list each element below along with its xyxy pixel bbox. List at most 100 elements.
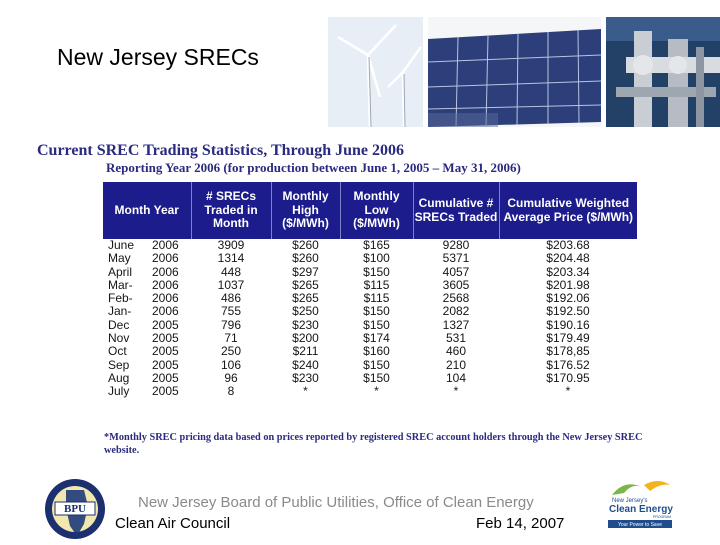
cell-month: Aug — [108, 370, 130, 385]
ce-logo-tagline: Your Power to Save — [618, 522, 662, 528]
cell-monthly-high: $240 — [292, 357, 319, 372]
cell-monthly-high: $250 — [292, 304, 319, 319]
cell-year: 2006 — [152, 304, 179, 319]
cell-month-year: April 2006 — [103, 264, 191, 279]
srec-stats-table: Month Year # SRECs Traded in Month Month… — [103, 182, 637, 399]
cell-weighted-average: $190.16 — [546, 317, 590, 332]
cell-monthly-low: * — [374, 384, 379, 399]
bpu-logo-text: BPU — [64, 503, 86, 515]
cell-monthly-low: $165 — [363, 238, 390, 252]
cell-month: June — [108, 238, 135, 252]
cell-monthly-high: $265 — [292, 291, 319, 306]
cell-year: 2006 — [152, 251, 179, 266]
cell-srecs-traded: 71 — [224, 331, 238, 346]
table-row: May 2006 1314 $260 $100 5371 $204.48 — [103, 251, 637, 266]
srec-table-body: June 2006 3909 $260 $165 9280 $203.68 May 2006 13… — [103, 238, 637, 399]
table-row: June 2006 3909 $260 $165 9280 $203.68 — [103, 238, 637, 252]
cell-month-year: Mar- 2006 — [103, 277, 191, 292]
cell-srecs-traded: 486 — [220, 291, 242, 306]
cell-month: Jan- — [108, 304, 132, 319]
cell-year: 2006 — [152, 238, 179, 252]
table-row: Oct 2005 250 $211 $160 460 $178,85 — [103, 344, 637, 359]
col-header-monthly-high: Monthly High ($/MWh) — [271, 182, 341, 239]
col-header-monthly-low: Monthly Low ($/MWh) — [340, 182, 414, 239]
cell-monthly-high: $265 — [292, 277, 319, 292]
ce-logo-line1: New Jersey's — [612, 498, 648, 504]
cell-srecs-traded: 96 — [224, 370, 238, 385]
cell-cumulative-srecs: 2568 — [442, 291, 470, 306]
cell-month-year: June 2006 — [103, 238, 191, 252]
table-row: Feb- 2006 486 $265 $115 2568 $192.06 — [103, 291, 637, 306]
table-row: Aug 2005 96 $230 $150 104 $170.95 — [103, 370, 637, 385]
cell-monthly-high: $230 — [292, 370, 319, 385]
cell-monthly-low: $150 — [363, 370, 390, 385]
cell-year: 2006 — [152, 264, 179, 279]
col-header-month-year: Month Year — [103, 182, 192, 239]
cell-monthly-low: $115 — [363, 277, 390, 292]
cell-year: 2006 — [152, 291, 179, 306]
cell-weighted-average: $203.34 — [546, 264, 590, 279]
footnote: *Monthly SREC pricing data based on pric… — [104, 432, 643, 456]
cell-weighted-average: * — [565, 384, 571, 399]
cell-cumulative-srecs: 9280 — [442, 238, 470, 252]
cell-cumulative-srecs: 2082 — [442, 304, 470, 319]
cell-month: July — [108, 384, 130, 399]
clean-energy-logo: New Jersey's Clean Energy PROGRAM Your P… — [604, 475, 676, 531]
cell-weighted-average: $201.98 — [546, 277, 590, 292]
table-row: Mar- 2006 1037 $265 $115 3605 $201.98 — [103, 277, 637, 292]
cell-month-year: Dec 2005 — [103, 318, 191, 332]
ce-logo-line3: PROGRAM — [653, 515, 671, 519]
cell-month-year: Jan- 2006 — [103, 304, 191, 319]
cell-cumulative-srecs: 4057 — [442, 264, 470, 279]
table-row: Dec 2005 796 $230 $150 1327 $190.16 — [103, 317, 637, 332]
table-header-row: Month Year # SRECs Traded in Month Month… — [103, 182, 637, 239]
slide-title: New Jersey SRECs — [57, 44, 259, 70]
cell-srecs-traded: 1314 — [217, 251, 245, 266]
cell-weighted-average: $179.49 — [546, 331, 590, 346]
footer-presenter: Clean Air Council — [115, 515, 231, 532]
cell-monthly-low: $115 — [363, 291, 390, 306]
cell-month-year: Nov 2005 — [103, 331, 191, 346]
cell-monthly-high: $260 — [292, 238, 319, 252]
cell-cumulative-srecs: 531 — [445, 331, 467, 346]
cell-monthly-low: $150 — [363, 357, 390, 372]
bpu-logo: BPU — [44, 478, 106, 540]
cell-monthly-high: $230 — [292, 317, 319, 332]
wind-turbines-photo — [328, 17, 423, 127]
power-plant-photo — [606, 17, 720, 127]
cell-cumulative-srecs: 5371 — [442, 251, 470, 266]
cell-srecs-traded: 796 — [220, 317, 242, 332]
cell-srecs-traded: 106 — [220, 357, 242, 372]
cell-month: Feb- — [108, 291, 133, 306]
cell-srecs-traded: 8 — [227, 384, 235, 399]
cell-cumulative-srecs: 460 — [445, 344, 467, 359]
stats-subtitle: Reporting Year 2006 (for production betw… — [106, 160, 521, 175]
cell-month-year: Oct 2005 — [103, 344, 191, 359]
table-row: Nov 2005 71 $200 $174 531 $179.49 — [103, 331, 637, 346]
cell-weighted-average: $192.50 — [546, 304, 590, 319]
col-header-srecs-traded: # SRECs Traded in Month — [191, 182, 272, 239]
cell-monthly-high: * — [303, 384, 308, 399]
cell-year: 2005 — [152, 331, 179, 346]
cell-monthly-low: $160 — [363, 344, 390, 359]
table-row: Jan- 2006 755 $250 $150 2082 $192.50 — [103, 304, 637, 319]
cell-year: 2006 — [152, 277, 179, 292]
cell-monthly-high: $297 — [292, 264, 319, 279]
cell-weighted-average: $204.48 — [546, 251, 590, 266]
cell-cumulative-srecs: * — [453, 384, 459, 399]
table-row: Sep 2005 106 $240 $150 210 $176.52 — [103, 357, 637, 372]
cell-month: April — [108, 264, 133, 279]
cell-month-year: July 2005 — [103, 384, 191, 399]
cell-month-year: Sep 2005 — [103, 357, 191, 372]
cell-srecs-traded: 448 — [220, 264, 242, 279]
cell-month: Oct — [108, 344, 127, 359]
cell-weighted-average: $176.52 — [546, 357, 590, 372]
cell-month: May — [108, 251, 131, 266]
cell-cumulative-srecs: 210 — [445, 357, 467, 372]
footer-organization: New Jersey Board of Public Utilities, Of… — [138, 494, 534, 511]
cell-weighted-average: $192.06 — [546, 291, 590, 306]
cell-month: Mar- — [108, 277, 133, 292]
cell-srecs-traded: 1037 — [217, 277, 245, 292]
cell-year: 2005 — [152, 384, 179, 399]
cell-year: 2005 — [152, 357, 179, 372]
